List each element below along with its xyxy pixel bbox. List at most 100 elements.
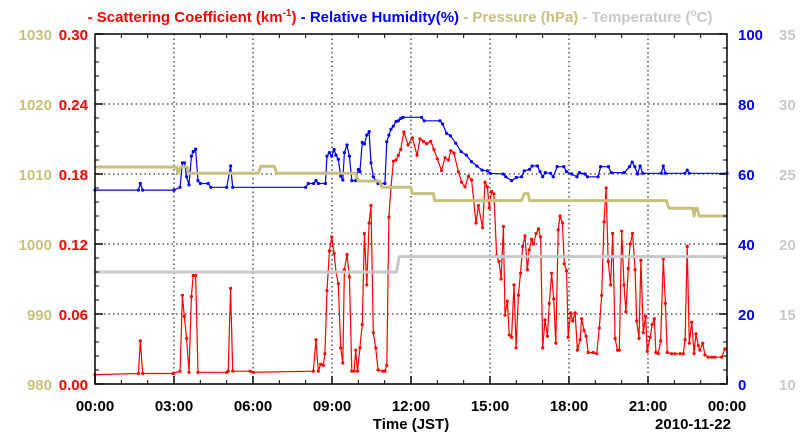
scattering-coefficient-point	[358, 346, 362, 350]
x-tick-label: 00:00	[708, 398, 746, 415]
scattering-coefficient-point	[530, 237, 534, 241]
relative-humidity-point	[635, 172, 640, 176]
relative-humidity-line	[95, 116, 727, 191]
scattering-coefficient-point	[635, 319, 639, 323]
relative-humidity-point	[551, 175, 555, 179]
relative-humidity-point	[341, 178, 345, 182]
relative-humidity-point	[641, 171, 645, 175]
scattering-coefficient-point	[656, 352, 660, 356]
scattering-coefficient-point	[402, 130, 406, 134]
relative-humidity-point	[187, 183, 191, 187]
scattering-coefficient-point	[547, 301, 551, 306]
scattering-coefficient-point	[138, 339, 142, 343]
scattering-coefficient-point	[696, 343, 700, 348]
relative-humidity-point	[633, 165, 637, 169]
relative-humidity-point	[385, 140, 389, 144]
scattering-coefficient-point	[518, 271, 523, 275]
relative-humidity-point	[444, 131, 449, 135]
scattering-coefficient-point	[591, 350, 595, 355]
relative-humidity-point	[325, 154, 329, 158]
relative-humidity-point	[659, 171, 663, 175]
pressure-axis-tick-label: 980	[27, 377, 52, 394]
scattering-coefficient-point	[516, 293, 521, 297]
scattering-coefficient-point	[483, 180, 487, 184]
scattering-coefficient-point	[568, 311, 573, 315]
relative-humidity-point	[422, 119, 426, 123]
scattering-coefficient-point	[251, 370, 255, 374]
scattering-coefficient-point	[558, 214, 562, 218]
scattering-coefficient-point	[681, 352, 685, 356]
scattering-coefficient-point	[449, 149, 453, 153]
scattering-coefficient-point	[424, 142, 429, 146]
relative-humidity-point	[185, 175, 189, 179]
axes: 00:00 03:00 06:00 09:00 12:00 15:00 18:00 21:00…	[19, 27, 796, 415]
scattering-coefficient-point	[687, 341, 691, 345]
scattering-coefficient-point	[713, 355, 717, 359]
relative-humidity-point	[178, 185, 182, 189]
scattering-coefficient-point	[371, 331, 375, 335]
relative-humidity-point	[661, 164, 665, 168]
relative-humidity-point	[396, 119, 400, 123]
scattering-coefficient-point	[663, 301, 667, 306]
relative-humidity-point	[627, 165, 632, 169]
scattering-coefficient-point	[360, 322, 364, 327]
relative-humidity-point	[136, 188, 141, 192]
relative-humidity-point	[441, 122, 445, 126]
scattering-coefficient-point	[673, 352, 677, 356]
humidity-axis-tick-label: 100	[738, 27, 763, 44]
scattering-coefficient-point	[327, 249, 331, 253]
scattering-coefficient-point	[609, 283, 613, 287]
relative-humidity-point	[345, 143, 349, 147]
relative-humidity-point	[501, 172, 505, 176]
relative-humidity-point	[555, 165, 559, 169]
relative-humidity-point	[535, 164, 540, 168]
scattering-coefficient-point	[182, 314, 186, 318]
relative-humidity-point	[172, 188, 176, 192]
relative-humidity-point	[454, 141, 458, 145]
relative-humidity-point	[391, 124, 395, 128]
scattering-axis-tick-label: 0.30	[59, 27, 88, 44]
relative-humidity-point	[480, 168, 484, 172]
scattering-coefficient-point	[463, 185, 467, 189]
legend-entry-temperature: - Temperature (	[578, 9, 690, 26]
scattering-coefficient-point	[550, 271, 554, 275]
scattering-coefficient-point	[456, 170, 460, 174]
relative-humidity-point	[189, 154, 193, 158]
scattering-coefficient-point	[394, 158, 398, 162]
legend-text: - Scattering Coefficient (km-1) - Relati…	[88, 8, 713, 26]
scattering-axis-tick-label: 0.24	[59, 97, 89, 114]
scattering-coefficient-point	[193, 273, 198, 278]
relative-humidity-point	[369, 161, 373, 165]
relative-humidity-point	[541, 175, 545, 179]
scattering-coefficient-point	[330, 235, 334, 239]
scattering-coefficient-point	[652, 317, 656, 321]
relative-humidity-point	[543, 171, 547, 175]
relative-humidity-point	[314, 179, 318, 183]
scattering-coefficient-point	[586, 350, 590, 355]
scattering-coefficient-point	[191, 273, 195, 278]
relative-humidity-point	[358, 169, 362, 174]
relative-humidity-point	[687, 171, 691, 175]
scattering-coefficient-point	[342, 268, 346, 272]
relative-humidity-point	[371, 175, 375, 179]
relative-humidity-point	[336, 157, 340, 161]
scattering-coefficient-point	[566, 335, 570, 339]
x-axis-label: Time (JST)	[373, 416, 449, 433]
relative-humidity-point	[365, 133, 369, 137]
scattering-coefficient-point	[396, 153, 400, 157]
scattering-coefficient-point	[556, 228, 560, 232]
humidity-axis-tick-label: 20	[738, 307, 755, 324]
scattering-coefficient-point	[226, 369, 230, 373]
scattering-coefficient-point	[571, 319, 575, 323]
temperature-axis-tick-label: 15	[779, 307, 796, 324]
scattering-coefficient-point	[439, 168, 444, 173]
relative-humidity-point	[231, 185, 235, 189]
scattering-coefficient-point	[231, 369, 235, 373]
scattering-coefficient-point	[136, 371, 141, 376]
scattering-coefficient-point	[469, 178, 474, 182]
scattering-coefficient-point	[316, 369, 320, 373]
scattering-coefficient-point	[659, 339, 663, 343]
x-tick-label: 09:00	[313, 398, 351, 415]
scattering-coefficient-point	[187, 370, 191, 374]
relative-humidity-point	[562, 165, 566, 169]
